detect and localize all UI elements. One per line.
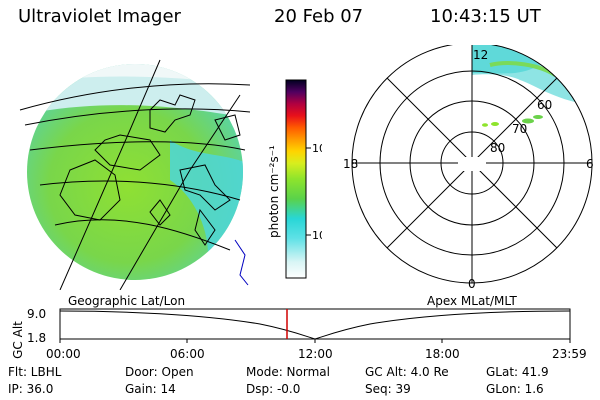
mlat-label-60: 60 [537,98,552,112]
coastlines [59,94,249,286]
observation-date: 20 Feb 07 [274,6,364,27]
apex-label: Apex MLat/MLT [427,294,517,308]
colorbar-scale [285,79,307,279]
glon-info: GLon: 1.6 [486,382,544,396]
geographic-label: Geographic Lat/Lon [68,294,186,308]
polar-plot: 12 18 6 0 60 70 80 [343,45,594,290]
gc-alt-axis-label: GC Alt [11,321,25,359]
dsp-info: Dsp: -0.0 [246,382,301,396]
door-info: Door: Open [125,365,194,379]
colorbar: 100 10 photon cm⁻²s⁻¹ [267,79,322,279]
colorbar-tick-10: 10 [312,229,322,242]
filter-info: Flt: LBHL [8,365,62,379]
polar-aurora-image [472,45,590,127]
altitude-timeline: GC Alt 9.0 1.8 [11,307,571,359]
colorbar-tick-100: 100 [312,142,322,155]
seq-info: Seq: 39 [365,382,411,396]
gain-info: Gain: 14 [125,382,176,396]
glat-info: GLat: 41.9 [486,365,549,379]
mlt-label-12: 12 [473,48,488,62]
polar-grid [351,45,593,284]
mode-info: Mode: Normal [246,365,330,379]
mlt-label-0: 0 [468,277,476,290]
instrument-title: Ultraviolet Imager [18,6,181,27]
lat-lon-grid [19,59,251,290]
time-tick-1800: 18:00 [425,347,460,361]
y-tick-low: 1.8 [27,331,46,345]
mlt-label-6: 6 [586,157,594,171]
mlt-label-18: 18 [343,157,358,171]
time-tick-2359: 23:59 [552,347,587,361]
timeline-frame [59,308,571,340]
colorbar-label: photon cm⁻²s⁻¹ [267,145,281,238]
ip-info: IP: 36.0 [8,382,54,396]
time-tick-1200: 12:00 [298,347,333,361]
geographic-image [19,59,251,290]
time-tick-0600: 06:00 [170,347,205,361]
gc-alt-info: GC Alt: 4.0 Re [365,365,449,379]
mlat-label-70: 70 [512,122,527,136]
observation-time: 10:43:15 UT [430,6,541,27]
mlat-label-80: 80 [490,141,505,155]
y-tick-high: 9.0 [27,307,46,321]
time-tick-0000: 00:00 [46,347,81,361]
